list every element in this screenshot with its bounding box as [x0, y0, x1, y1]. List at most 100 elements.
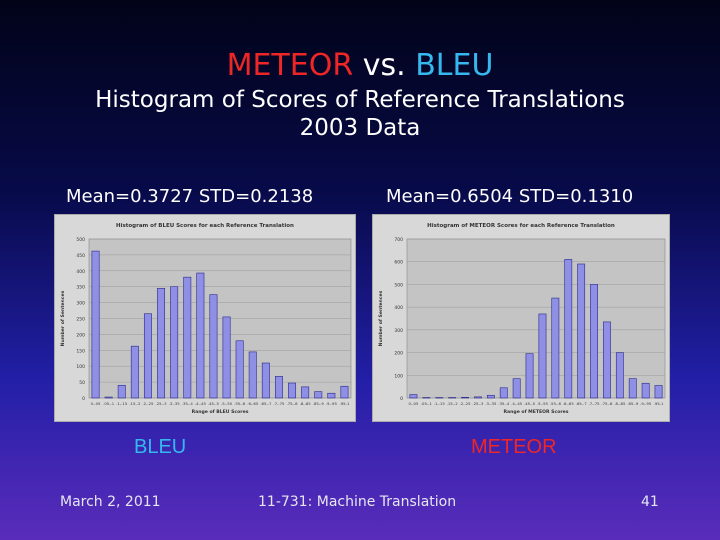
x-tick-label: .65-.7	[260, 401, 272, 406]
x-tick-label: .85-.9	[627, 401, 639, 406]
histogram-bar	[422, 397, 431, 399]
x-tick-label: .25-.3	[156, 401, 168, 406]
histogram-bar	[564, 259, 573, 399]
x-tick-label: .75-.8	[287, 401, 299, 406]
chart-title: Histogram of METEOR Scores for each Refe…	[427, 223, 615, 229]
meteor-histogram: Histogram of METEOR Scores for each Refe…	[372, 214, 670, 422]
x-tick-label: .7-.75	[589, 401, 601, 406]
histogram-bar	[512, 378, 521, 399]
histogram-bar	[183, 276, 192, 399]
x-tick-label: .85-.9	[313, 401, 325, 406]
x-tick-label: .15-.2	[129, 401, 141, 406]
x-tick-label: .75-.8	[601, 401, 613, 406]
histogram-bar	[448, 397, 457, 399]
histogram-bar	[104, 396, 113, 399]
slide-subtitle: Histogram of Scores of Reference Transla…	[0, 86, 720, 142]
y-tick-label: 150	[76, 348, 85, 354]
histogram-bar	[474, 396, 482, 399]
bleu-stats: Mean=0.3727 STD=0.2138	[66, 186, 314, 207]
histogram-bar	[435, 397, 444, 399]
plot-area	[406, 238, 666, 399]
histogram-bar	[170, 286, 179, 399]
x-tick-label: .1-.15	[116, 401, 128, 406]
y-tick-label: 500	[76, 237, 85, 243]
histogram-bar	[301, 386, 310, 399]
x-tick-label: .45-.5	[208, 401, 220, 406]
bleu-histogram-svg: Histogram of BLEU Scores for each Refere…	[60, 223, 352, 415]
x-tick-label: 0-.05	[91, 401, 101, 406]
histogram-bar	[525, 353, 534, 399]
x-tick-label: .4-.45	[511, 401, 523, 406]
y-tick-label: 400	[76, 269, 85, 275]
footer-date: March 2, 2011	[60, 494, 161, 510]
x-tick-label: .05-.1	[103, 401, 115, 406]
y-axis-label: Number of Sentences	[60, 290, 66, 346]
x-tick-label: .35-.4	[182, 401, 194, 406]
x-tick-label: 0-.05	[409, 401, 419, 406]
x-tick-label: .45-.5	[524, 401, 536, 406]
histogram-bar	[196, 272, 205, 399]
chart-title: Histogram of BLEU Scores for each Refere…	[116, 223, 294, 229]
histogram-bar	[590, 284, 598, 399]
histogram-bar	[314, 391, 323, 399]
histogram-bar	[409, 394, 418, 399]
x-tick-label: .3-.35	[169, 401, 181, 406]
subtitle-line-1: Histogram of Scores of Reference Transla…	[95, 87, 625, 113]
histogram-bar	[91, 250, 100, 399]
x-tick-label: .3-.35	[485, 401, 497, 406]
y-tick-label: 300	[394, 328, 403, 334]
histogram-bar	[222, 316, 231, 399]
histogram-bar	[261, 362, 270, 399]
histogram-bar	[143, 313, 152, 399]
histogram-bar	[340, 385, 349, 399]
slide-title: METEOR vs. BLEU	[0, 48, 720, 83]
histogram-bar	[654, 385, 663, 399]
x-tick-label: .2-.25	[142, 401, 154, 406]
x-tick-label: .4-.45	[195, 401, 207, 406]
histogram-bar	[577, 263, 586, 399]
histogram-bar	[538, 313, 547, 399]
histogram-bar	[209, 294, 218, 399]
title-bleu: BLEU	[415, 48, 494, 83]
histogram-bar	[615, 352, 624, 399]
x-tick-label: .6-.65	[563, 401, 575, 406]
x-tick-label: .95-1	[654, 401, 664, 406]
x-axis-label: Range of METEOR Scores	[504, 409, 569, 415]
slide-number: 41	[641, 494, 659, 510]
title-vs: vs.	[362, 48, 406, 83]
x-tick-label: .55-.6	[234, 401, 246, 406]
histogram-bar	[461, 397, 469, 399]
y-tick-label: 250	[76, 317, 85, 323]
histogram-bar	[551, 297, 560, 399]
y-axis-label: Number of Sentences	[378, 290, 384, 346]
x-tick-label: .8-.85	[300, 401, 312, 406]
y-tick-label: 200	[394, 351, 403, 357]
histogram-bar	[274, 376, 283, 399]
y-tick-label: 100	[76, 364, 85, 370]
title-meteor: METEOR	[226, 48, 354, 83]
y-tick-label: 100	[394, 373, 403, 379]
meteor-histogram-svg: Histogram of METEOR Scores for each Refe…	[378, 223, 666, 415]
x-tick-label: .5-.55	[221, 401, 233, 406]
x-tick-label: .25-.3	[472, 401, 484, 406]
x-tick-label: .7-.75	[273, 401, 285, 406]
histogram-bar	[641, 382, 650, 399]
histogram-bar	[327, 392, 336, 399]
histogram-bar	[288, 382, 297, 399]
y-tick-label: 450	[76, 253, 85, 259]
y-tick-label: 0	[82, 396, 85, 402]
x-tick-label: .9-.95	[326, 401, 338, 406]
y-tick-label: 50	[79, 380, 85, 386]
y-tick-label: 200	[76, 332, 85, 338]
y-tick-label: 350	[76, 285, 85, 291]
histogram-bar	[628, 378, 637, 399]
x-tick-label: .95-1	[340, 401, 350, 406]
meteor-stats: Mean=0.6504 STD=0.1310	[386, 186, 634, 207]
x-tick-label: .35-.4	[498, 401, 510, 406]
bleu-caption: BLEU	[134, 436, 187, 458]
bleu-histogram: Histogram of BLEU Scores for each Refere…	[54, 214, 356, 422]
x-tick-label: .55-.6	[550, 401, 562, 406]
y-tick-label: 600	[394, 260, 403, 266]
histogram-bar	[603, 321, 611, 399]
histogram-bar	[248, 351, 257, 399]
